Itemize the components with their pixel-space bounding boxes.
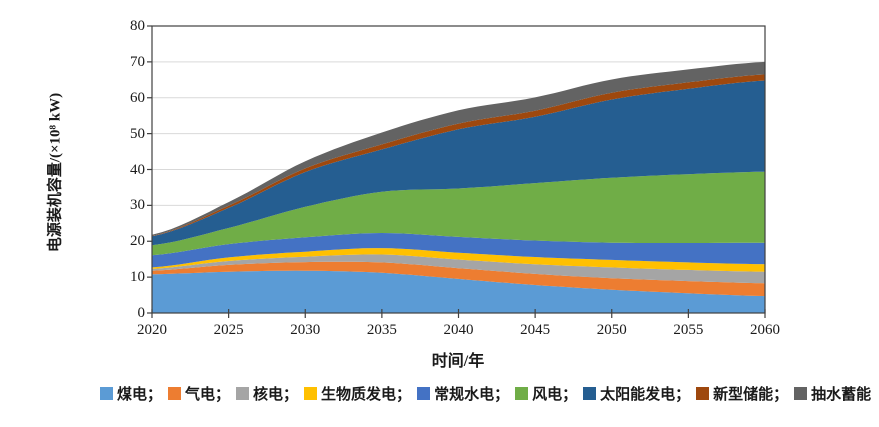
- legend-item: 常规水电；: [417, 383, 509, 404]
- x-tick-label: 2030: [290, 322, 321, 338]
- legend-label: 抽水蓄能: [811, 387, 872, 403]
- legend-label: 风电；: [532, 387, 578, 403]
- legend-item: 风电；: [515, 383, 577, 404]
- legend-label: 太阳能发电；: [600, 387, 691, 403]
- x-tick-label: 2050: [596, 322, 627, 338]
- x-axis-title: 时间/年: [431, 353, 485, 370]
- area-series: [152, 61, 765, 236]
- legend-swatch-icon: [236, 387, 250, 400]
- y-tick-label: 30: [130, 197, 145, 214]
- legend-swatch-icon: [515, 387, 529, 400]
- legend-swatch-icon: [417, 387, 431, 400]
- legend-label: 气电；: [185, 387, 231, 403]
- x-tick-label: 2035: [366, 322, 397, 338]
- area-series: [152, 261, 765, 297]
- legend-label: 常规水电；: [434, 387, 510, 403]
- area-series: [152, 248, 765, 272]
- legend-swatch-icon: [794, 387, 808, 400]
- x-tick-label: 2045: [520, 322, 551, 338]
- y-tick-label: 60: [130, 89, 145, 106]
- legend-label: 生物质发电；: [321, 387, 412, 403]
- stacked-area-chart: [147, 25, 766, 318]
- y-tick-label: 80: [130, 18, 145, 34]
- area-series: [152, 254, 765, 284]
- x-tick-label: 2040: [443, 322, 474, 338]
- x-tick-label: 2020: [137, 322, 167, 338]
- area-series: [152, 233, 765, 268]
- y-tick-label: 10: [130, 269, 145, 286]
- area-series: [152, 171, 765, 256]
- legend-label: 新型储能；: [713, 387, 789, 403]
- legend-item: 煤电；: [100, 383, 162, 404]
- y-tick-label: 20: [130, 233, 145, 250]
- y-tick-label: 0: [137, 305, 146, 321]
- x-tick-label: 2025: [213, 322, 244, 338]
- y-axis-title: 电源装机容量/(×10⁸ kW): [47, 92, 64, 253]
- legend-label: 核电；: [253, 387, 299, 403]
- legend-swatch-icon: [168, 387, 182, 400]
- chart-legend: 煤电； 气电； 核电； 生物质发电； 常规水电； 风电； 太阳能发电； 新型储能； 抽水蓄能: [100, 383, 871, 404]
- y-tick-label: 40: [130, 161, 145, 178]
- legend-item: 抽水蓄能: [794, 383, 871, 404]
- legend-swatch-icon: [696, 387, 710, 400]
- legend-item: 太阳能发电；: [583, 383, 690, 404]
- legend-swatch-icon: [100, 387, 113, 400]
- legend-swatch-icon: [304, 387, 318, 400]
- x-tick-label: 2060: [750, 322, 780, 338]
- area-series: [152, 80, 765, 246]
- legend-item: 核电；: [236, 383, 298, 404]
- y-tick-label: 70: [130, 53, 145, 70]
- legend-item: 生物质发电；: [304, 383, 411, 404]
- legend-swatch-icon: [583, 387, 597, 400]
- x-tick-label: 2055: [673, 322, 704, 338]
- y-tick-label: 50: [130, 125, 145, 142]
- legend-item: 新型储能；: [696, 383, 788, 404]
- area-series: [152, 270, 765, 313]
- legend-label: 煤电；: [117, 387, 163, 403]
- legend-item: 气电；: [168, 383, 230, 404]
